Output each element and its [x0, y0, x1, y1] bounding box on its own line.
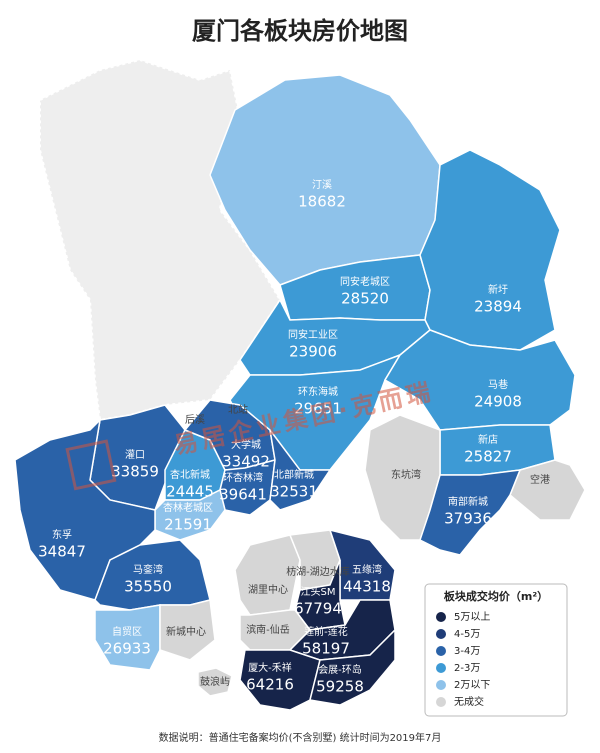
region-price: 23906	[289, 343, 337, 361]
region-price: 35550	[124, 578, 172, 596]
region-name: 鼓浪屿	[200, 675, 230, 688]
region-name: 厦大-禾祥	[248, 661, 292, 674]
region	[234, 534, 301, 616]
region-name: 新圩	[488, 283, 508, 296]
region-name: 五缘湾	[352, 563, 382, 576]
region-price: 33859	[111, 463, 159, 481]
region-name: 杏林老城区	[163, 501, 213, 514]
region-price: 26933	[103, 640, 151, 658]
region-name: 后溪	[185, 414, 205, 426]
region-price: 24908	[474, 393, 522, 411]
region-price: 28520	[341, 290, 389, 308]
region-price: 24445	[166, 483, 214, 501]
region-price: 67794	[294, 600, 342, 618]
region-price: 33492	[222, 453, 270, 471]
region-name: 环杏林湾	[223, 471, 263, 484]
region	[239, 649, 321, 711]
region-price: 37936	[444, 510, 492, 528]
region-price: 58197	[302, 640, 350, 658]
region-name: 枋湖-湖边水库	[286, 565, 350, 578]
region-name: 环东海城	[298, 385, 338, 398]
region-name: 自贸区	[112, 625, 142, 638]
region-name: 空港	[530, 473, 550, 486]
region-price: 23894	[474, 298, 522, 316]
legend-label: 5万以上	[454, 611, 490, 623]
region-name: 莲前-莲花	[304, 625, 348, 638]
legend-title: 板块成交均价（m²）	[444, 589, 548, 603]
legend-label: 无成交	[454, 695, 484, 708]
region-price: 39641	[219, 486, 267, 504]
label-layer: 汀溪 18682 同安老城区 28520 新圩 23894 同安工业区 23906 环东海城 29…	[38, 179, 550, 696]
region-name: 大学城	[231, 438, 261, 451]
legend-label: 2-3万	[454, 663, 480, 674]
region-price: 64216	[246, 676, 294, 694]
region-name: 同安工业区	[288, 328, 338, 341]
region-price: 34847	[38, 543, 86, 561]
legend-label: 4-5万	[454, 629, 480, 640]
footnote: 数据说明：普通住宅备案均价(不含别墅) 统计时间为2019年7月	[159, 731, 442, 744]
region-price: 25827	[464, 448, 512, 466]
region-name: 滨南-仙岳	[246, 623, 290, 636]
legend-swatch	[436, 663, 446, 673]
region	[509, 459, 586, 521]
region-price: 44318	[343, 578, 391, 596]
region	[419, 469, 522, 556]
legend-label: 3-4万	[454, 646, 480, 657]
region-name: 新城中心	[166, 625, 206, 638]
region	[309, 628, 396, 706]
legend-box	[424, 583, 568, 717]
region-name: 南部新城	[448, 495, 488, 508]
map-title: 厦门各板块房价地图	[192, 17, 408, 45]
region-name: 马巷	[488, 379, 508, 391]
region-name: 马銮湾	[133, 563, 163, 576]
region-name: 杏北新城	[170, 468, 210, 481]
region-layer	[14, 74, 586, 711]
region	[94, 604, 161, 671]
legend-label: 2万以下	[454, 680, 490, 691]
region-name: 湖里中心	[248, 583, 288, 596]
region	[154, 488, 226, 541]
region-name: 北部新城	[274, 468, 314, 481]
watermark-logo	[65, 439, 117, 491]
region-price: 59258	[316, 678, 364, 696]
legend-swatch	[436, 697, 446, 707]
legend-swatch	[436, 646, 446, 656]
region	[269, 429, 332, 511]
region-price: 32531	[270, 483, 318, 501]
legend-swatch	[436, 612, 446, 622]
region-price: 29651	[294, 400, 342, 418]
region-name: 同安老城区	[340, 275, 390, 288]
legend-swatch	[436, 629, 446, 639]
legend-swatch	[436, 680, 446, 690]
region-name: 江头SM	[301, 586, 336, 598]
region-price: 21591	[164, 516, 212, 534]
region-name: 灌口	[125, 449, 145, 461]
region-name: 新店	[478, 433, 498, 446]
region-name: 会展-环岛	[318, 663, 362, 676]
region	[159, 599, 216, 661]
region-name: 汀溪	[312, 179, 332, 191]
region-name: 北站	[228, 403, 248, 416]
region	[383, 329, 576, 431]
region-price: 18682	[298, 193, 346, 211]
region	[197, 667, 233, 697]
region-name: 东坑湾	[391, 468, 421, 481]
region	[419, 149, 561, 351]
region-name: 东孚	[52, 528, 72, 541]
